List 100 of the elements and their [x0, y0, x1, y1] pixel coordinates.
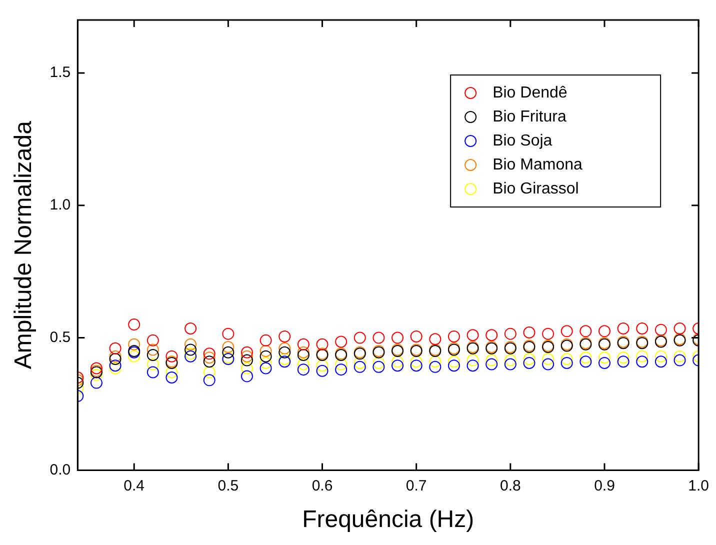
- point: [354, 332, 366, 344]
- point: [146, 358, 159, 370]
- point: [297, 349, 310, 361]
- point: [523, 356, 536, 369]
- point: [636, 350, 648, 362]
- point: [203, 356, 216, 368]
- point: [90, 376, 102, 389]
- point: [297, 358, 310, 370]
- point: [278, 342, 291, 354]
- point: [466, 329, 479, 342]
- point: [410, 360, 422, 372]
- legend-label: Bio Fritura: [492, 108, 566, 126]
- point: [410, 330, 422, 342]
- point: [372, 332, 385, 344]
- point: [654, 356, 667, 368]
- point: [504, 328, 516, 340]
- point: [260, 362, 272, 374]
- point: [523, 352, 536, 365]
- point: [335, 336, 348, 348]
- point: [222, 328, 234, 340]
- point: [580, 325, 592, 338]
- point: [166, 350, 178, 362]
- x-tick-label: 0.7: [406, 477, 427, 494]
- x-tick-label: 0.4: [124, 477, 145, 494]
- point: [354, 356, 366, 369]
- point: [372, 360, 385, 373]
- point: [240, 346, 253, 358]
- x-tick-label: 1.0: [688, 477, 710, 494]
- point: [278, 346, 291, 358]
- point: [617, 352, 630, 364]
- point: [297, 338, 310, 350]
- point: [222, 341, 234, 354]
- point: [486, 358, 498, 370]
- point: [316, 338, 328, 350]
- point: [617, 356, 630, 368]
- point: [109, 350, 122, 362]
- point: [429, 333, 442, 346]
- point: [109, 352, 122, 365]
- point: [90, 362, 102, 374]
- point: [240, 362, 253, 374]
- point: [448, 330, 460, 342]
- point: [392, 332, 404, 344]
- point: [448, 360, 460, 372]
- x-tick-label: 0.9: [594, 477, 615, 494]
- point: [203, 348, 216, 360]
- point: [560, 356, 573, 369]
- point: [297, 346, 310, 358]
- point: [392, 360, 404, 372]
- point: [372, 356, 385, 369]
- point: [504, 354, 516, 366]
- point: [184, 322, 197, 335]
- point: [184, 344, 197, 356]
- y-tick-label: 0.5: [50, 328, 71, 346]
- point: [674, 354, 686, 366]
- point: [598, 356, 610, 369]
- y-tick-label: 1.0: [50, 196, 71, 214]
- point: [240, 370, 253, 382]
- point: [109, 342, 122, 354]
- point: [448, 356, 460, 368]
- x-tick-label: 0.6: [312, 477, 333, 494]
- x-tick-label: 0.8: [500, 477, 521, 494]
- point: [240, 350, 253, 362]
- legend-label: Bio Soja: [492, 132, 552, 150]
- y-tick-label: 1.5: [50, 64, 71, 82]
- legend-label: Bio Dendê: [492, 84, 568, 102]
- point: [260, 345, 272, 358]
- point: [184, 338, 197, 350]
- point: [260, 350, 272, 362]
- point: [278, 352, 291, 365]
- point: [203, 374, 216, 386]
- point: [128, 338, 140, 350]
- point: [486, 329, 498, 342]
- legend-label: Bio Mamona: [492, 156, 582, 174]
- point: [109, 360, 122, 372]
- point: [203, 352, 216, 364]
- point: [466, 360, 479, 372]
- point: [636, 356, 648, 368]
- point: [146, 349, 159, 361]
- point: [184, 348, 197, 360]
- point: [128, 318, 140, 331]
- point: [429, 360, 442, 373]
- point: [617, 322, 630, 335]
- x-axis-title: Frequência (Hz): [302, 506, 474, 534]
- point: [560, 325, 573, 338]
- point: [636, 322, 648, 335]
- point: [486, 354, 498, 366]
- point: [466, 354, 479, 366]
- point: [354, 360, 366, 373]
- legend-label: Bio Girassol: [492, 180, 579, 198]
- point: [335, 364, 348, 376]
- point: [580, 352, 592, 364]
- point: [654, 324, 667, 336]
- point: [429, 356, 442, 368]
- point: [316, 364, 328, 377]
- point: [166, 366, 178, 378]
- point: [523, 326, 536, 338]
- point: [222, 346, 234, 358]
- point: [278, 356, 291, 368]
- point: [504, 358, 516, 370]
- point: [542, 358, 554, 370]
